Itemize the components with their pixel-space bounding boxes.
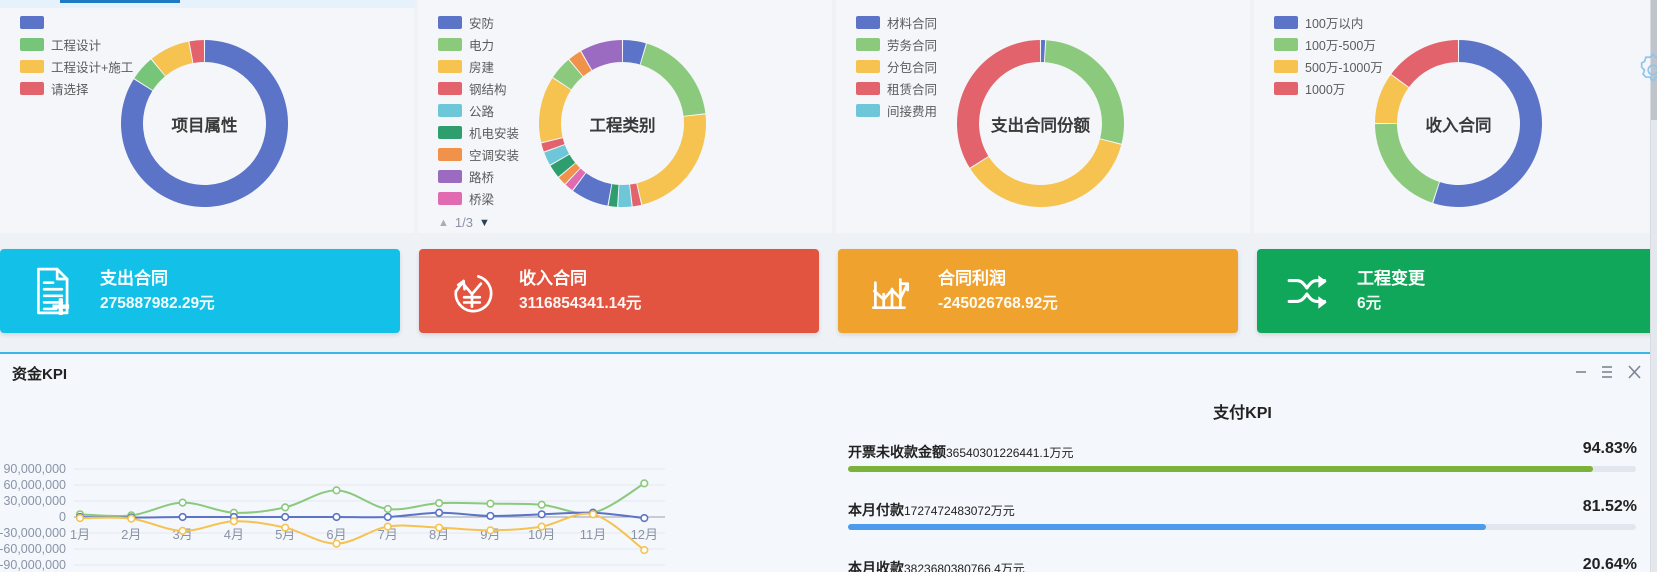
svg-text:90,000,000: 90,000,000 — [3, 462, 66, 476]
svg-text:-30,000,000: -30,000,000 — [0, 526, 66, 540]
svg-text:30,000,000: 30,000,000 — [3, 494, 66, 508]
svg-text:12月: 12月 — [631, 527, 658, 542]
svg-text:0: 0 — [59, 510, 66, 524]
svg-text:1月: 1月 — [70, 527, 90, 542]
svg-text:2月: 2月 — [121, 527, 141, 542]
svg-text:4月: 4月 — [224, 527, 244, 542]
svg-text:11月: 11月 — [580, 527, 607, 542]
svg-text:-60,000,000: -60,000,000 — [0, 542, 66, 556]
svg-text:-90,000,000: -90,000,000 — [0, 558, 66, 572]
svg-text:60,000,000: 60,000,000 — [3, 478, 66, 492]
